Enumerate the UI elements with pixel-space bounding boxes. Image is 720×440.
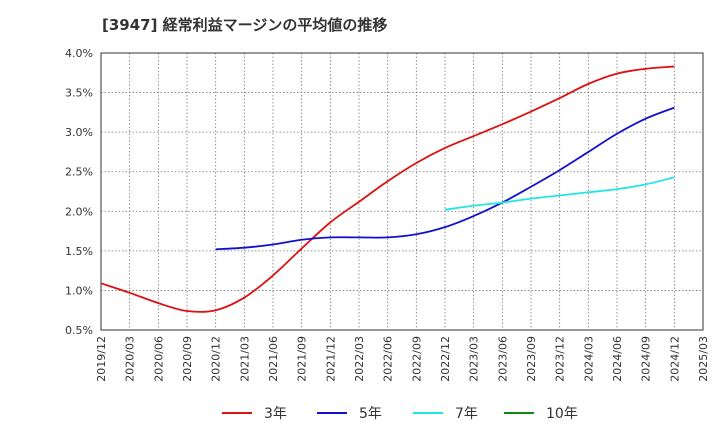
chart-title: [3947] 経常利益マージンの平均値の推移 <box>102 16 388 34</box>
y-tick-label: 0.5% <box>65 324 93 337</box>
x-tick-label: 2024/06 <box>611 336 624 382</box>
legend: 3年 5年 7年 10年 <box>222 406 578 422</box>
x-tick-label: 2023/09 <box>525 336 538 382</box>
x-tick-label: 2022/09 <box>410 336 423 382</box>
x-tick-label: 2022/03 <box>353 336 366 382</box>
x-tick-label: 2021/12 <box>324 336 337 382</box>
y-tick-label: 3.5% <box>65 87 93 100</box>
gridlines <box>101 53 703 330</box>
x-tick-label: 2021/03 <box>238 336 251 382</box>
x-tick-label: 2022/12 <box>439 336 452 382</box>
legend-label-1: 5年 <box>359 406 382 422</box>
plot-frame <box>100 52 704 331</box>
legend-label-0: 3年 <box>264 406 287 422</box>
x-tick-label: 2020/09 <box>181 336 194 382</box>
y-axis: 0.5% 1.0% 1.5% 2.0% 2.5% 3.0% 3.5% 4.0% <box>65 47 93 337</box>
legend-label-2: 7年 <box>455 406 478 422</box>
x-tick-label: 2024/12 <box>668 336 681 382</box>
x-tick-label: 2025/03 <box>697 336 710 382</box>
y-tick-label: 1.0% <box>65 284 93 297</box>
y-tick-label: 2.0% <box>65 205 93 218</box>
x-tick-label: 2023/06 <box>496 336 509 382</box>
x-tick-label: 2022/06 <box>382 336 395 382</box>
series-lines <box>100 65 675 313</box>
y-tick-label: 2.5% <box>65 166 93 179</box>
x-tick-label: 2024/09 <box>640 336 653 382</box>
y-tick-label: 4.0% <box>65 47 93 60</box>
series-line-0 <box>100 65 675 313</box>
series-line-1 <box>215 106 675 251</box>
x-tick-label: 2020/12 <box>210 336 223 382</box>
series-line-2 <box>444 176 675 211</box>
x-tick-label: 2020/06 <box>152 336 165 382</box>
y-tick-label: 3.0% <box>65 126 93 139</box>
x-tick-label: 2021/09 <box>296 336 309 382</box>
x-tick-label: 2021/06 <box>267 336 280 382</box>
x-tick-label: 2023/03 <box>468 336 481 382</box>
x-tick-label: 2020/03 <box>124 336 137 382</box>
legend-label-3: 10年 <box>546 406 578 422</box>
x-tick-label: 2023/12 <box>554 336 567 382</box>
y-tick-label: 1.5% <box>65 245 93 258</box>
x-tick-label: 2024/03 <box>582 336 595 382</box>
x-tick-label: 2019/12 <box>95 336 108 382</box>
x-axis: 2019/12 2020/03 2020/06 2020/09 2020/12 2021/… <box>95 336 710 382</box>
